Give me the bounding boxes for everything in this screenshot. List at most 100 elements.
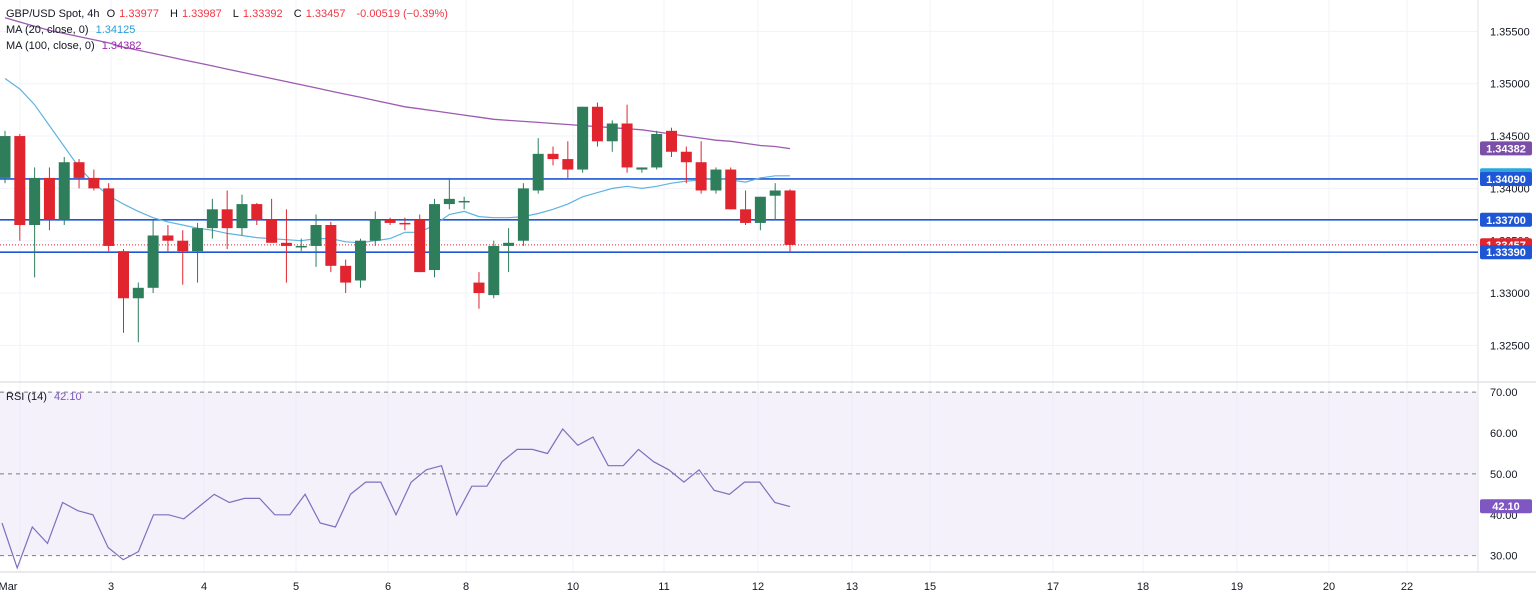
rsi-tick-label: 30.00 — [1490, 551, 1518, 563]
candle-body — [621, 123, 633, 168]
candle-body — [680, 151, 692, 163]
price-label-badge — [1480, 171, 1532, 186]
price-label-text: 1.34382 — [1486, 143, 1526, 155]
price-label-text: 1.33390 — [1486, 247, 1526, 259]
rsi-tick-label: 70.00 — [1490, 387, 1518, 399]
candle-body — [162, 235, 174, 241]
candle-body — [221, 209, 233, 229]
time-tick-label: 5 — [293, 581, 299, 593]
candle-body — [443, 198, 455, 205]
chart-header: GBP/USD Spot, 4h O 1.33977 H 1.33987 L 1.33… — [6, 8, 452, 20]
candle-body — [14, 136, 26, 226]
rsi-legend[interactable]: RSI (14) 42.10 — [6, 391, 86, 403]
price-label-text: 1.33700 — [1486, 215, 1526, 227]
price-tick-label: 1.34000 — [1490, 183, 1530, 195]
candle-body — [710, 169, 722, 191]
rsi-value: 42.10 — [54, 391, 82, 403]
candle-body — [0, 136, 11, 178]
candle-body — [532, 153, 544, 191]
candle-body — [73, 162, 85, 178]
time-tick-label: 17 — [1047, 581, 1059, 593]
candle-body — [88, 177, 100, 189]
candle-body — [740, 209, 752, 223]
candle-body — [517, 188, 529, 241]
candle-body — [636, 167, 648, 170]
candle-body — [769, 190, 781, 196]
price-label-badge — [1480, 141, 1532, 156]
candle-body — [369, 219, 381, 241]
candle-body — [606, 123, 618, 142]
rsi-label-badge — [1480, 499, 1532, 514]
candle-body — [192, 228, 204, 252]
rsi-tick-label: 60.00 — [1490, 428, 1518, 440]
ma20-legend[interactable]: MA (20, close, 0) 1.34125 — [6, 24, 139, 36]
time-tick-label: 12 — [752, 581, 764, 593]
candle-body — [177, 240, 189, 252]
candle-body — [117, 251, 129, 299]
candle-body — [340, 265, 352, 283]
candle-body — [414, 219, 426, 273]
time-tick-label: Mar — [0, 581, 18, 593]
change-value: -0.00519 (−0.39%) — [356, 8, 448, 20]
ma100-line — [4, 17, 791, 150]
candle-body — [577, 106, 589, 170]
price-label-badge — [1480, 212, 1532, 227]
candle-body — [280, 242, 292, 246]
rsi-label-text: 42.10 — [1492, 501, 1520, 513]
candle-body — [666, 130, 678, 152]
time-tick-label: 10 — [567, 581, 579, 593]
candle-body — [458, 200, 470, 203]
symbol-label: GBP/USD Spot, 4h — [6, 8, 100, 20]
candle-body — [429, 204, 441, 271]
time-tick-label: 4 — [201, 581, 207, 593]
candle-body — [58, 162, 70, 220]
candle-body — [473, 282, 485, 294]
candle-body — [132, 287, 144, 299]
candle-body — [384, 219, 396, 223]
candle-body — [591, 106, 603, 142]
price-tick-label: 1.35000 — [1490, 79, 1530, 91]
ma20-value: 1.34125 — [95, 24, 136, 36]
time-tick-label: 15 — [924, 581, 936, 593]
time-tick-label: 19 — [1231, 581, 1243, 593]
open-value: O 1.33977 — [106, 8, 159, 20]
high-value: H 1.33987 — [170, 8, 222, 20]
price-tick-label: 1.32500 — [1490, 340, 1530, 352]
candle-body — [725, 169, 737, 210]
ma100-label: MA (100, close, 0) — [6, 40, 95, 52]
candle-body — [310, 225, 322, 246]
candle-body — [488, 245, 500, 296]
ma100-value: 1.34382 — [101, 40, 142, 52]
ma100-legend[interactable]: MA (100, close, 0) 1.34382 — [6, 40, 145, 52]
candle-body — [147, 235, 159, 288]
close-value: C 1.33457 — [293, 8, 346, 20]
candle-body — [236, 204, 248, 229]
candle-body — [206, 209, 218, 229]
ma20-label: MA (20, close, 0) — [6, 24, 89, 36]
candle-body — [562, 159, 574, 170]
candle-body — [651, 133, 663, 168]
candle-body — [354, 240, 366, 281]
low-value: L 1.33392 — [232, 8, 283, 20]
time-tick-label: 13 — [846, 581, 858, 593]
price-label-badge — [1480, 245, 1532, 260]
time-tick-label: 8 — [463, 581, 469, 593]
time-tick-label: 3 — [108, 581, 114, 593]
rsi-tick-label: 50.00 — [1490, 469, 1518, 481]
ma20-line — [4, 78, 790, 244]
candle-body — [266, 219, 278, 243]
price-label-text: 1.34090 — [1486, 174, 1526, 186]
candle-body — [251, 204, 263, 220]
rsi-label: RSI (14) — [6, 391, 47, 403]
candle-body — [399, 222, 411, 225]
candle-body — [754, 196, 766, 223]
candle-body — [503, 242, 515, 246]
candle-body — [784, 190, 796, 245]
price-tick-label: 1.33000 — [1490, 288, 1530, 300]
time-tick-label: 22 — [1401, 581, 1413, 593]
candle-body — [43, 177, 55, 220]
time-tick-label: 18 — [1137, 581, 1149, 593]
candle-body — [103, 188, 115, 246]
price-tick-label: 1.34500 — [1490, 131, 1530, 143]
